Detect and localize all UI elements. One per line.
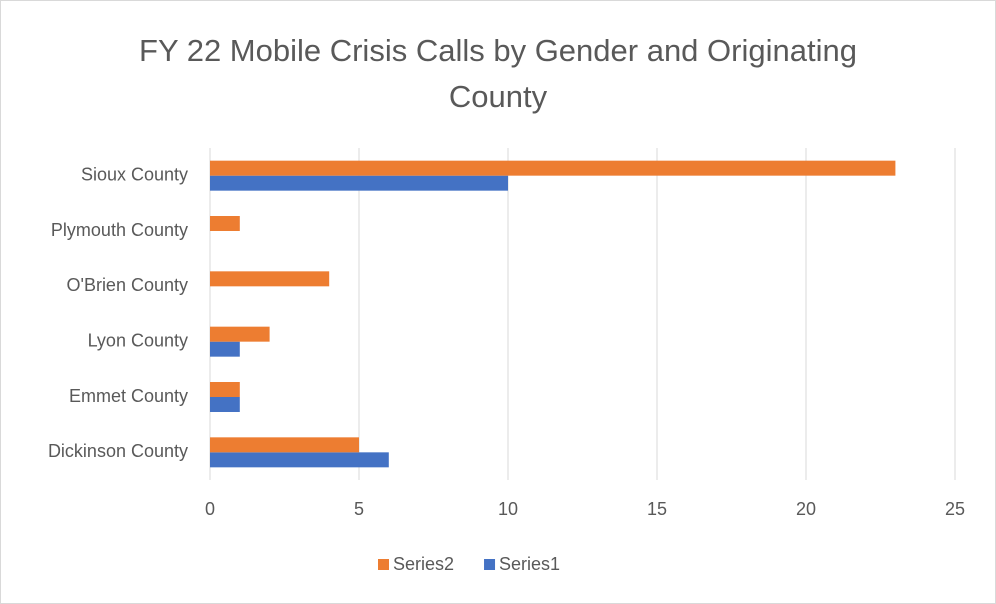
- legend-label: Series2: [393, 554, 454, 574]
- bar: [210, 452, 389, 468]
- bar: [210, 271, 330, 287]
- x-tick-label: 0: [205, 499, 215, 519]
- bar: [210, 437, 359, 453]
- bar: [210, 175, 508, 191]
- legend-swatch: [378, 559, 389, 570]
- x-tick-label: 25: [945, 499, 965, 519]
- y-tick-label: Sioux County: [81, 164, 188, 184]
- x-tick-label: 5: [354, 499, 364, 519]
- x-tick-label: 15: [647, 499, 667, 519]
- y-tick-label: Emmet County: [69, 386, 188, 406]
- y-tick-label: Lyon County: [88, 330, 188, 350]
- y-tick-label: O'Brien County: [67, 275, 189, 295]
- bar: [210, 160, 896, 176]
- legend-label: Series1: [499, 554, 560, 574]
- bar: [210, 397, 240, 412]
- x-tick-label: 10: [498, 499, 518, 519]
- bar: [210, 326, 270, 342]
- y-tick-label: Dickinson County: [48, 441, 188, 461]
- bar: [210, 216, 240, 231]
- bar: [210, 382, 240, 397]
- chart-title: FY 22 Mobile Crisis Calls by Gender and …: [139, 33, 857, 114]
- x-tick-label: 20: [796, 499, 816, 519]
- bar: [210, 341, 240, 357]
- y-tick-label: Plymouth County: [51, 220, 188, 240]
- legend-swatch: [484, 559, 496, 570]
